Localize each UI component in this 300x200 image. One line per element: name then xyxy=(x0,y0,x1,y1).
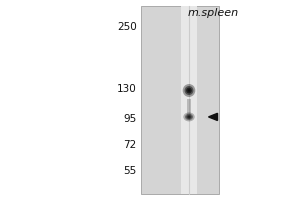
Bar xyxy=(187,99,191,115)
Ellipse shape xyxy=(184,86,194,95)
Ellipse shape xyxy=(188,89,190,92)
Ellipse shape xyxy=(183,112,195,121)
Ellipse shape xyxy=(185,114,193,120)
Text: 72: 72 xyxy=(123,140,136,150)
Bar xyxy=(141,6,219,194)
Text: 95: 95 xyxy=(123,114,136,124)
Text: 55: 55 xyxy=(123,166,136,176)
Ellipse shape xyxy=(186,115,192,119)
Bar xyxy=(181,6,197,194)
Ellipse shape xyxy=(188,116,190,118)
Text: 250: 250 xyxy=(117,22,136,32)
Text: 130: 130 xyxy=(117,84,136,94)
Ellipse shape xyxy=(186,88,192,93)
Text: m.spleen: m.spleen xyxy=(188,8,238,18)
Polygon shape xyxy=(208,113,217,121)
Ellipse shape xyxy=(183,84,195,97)
